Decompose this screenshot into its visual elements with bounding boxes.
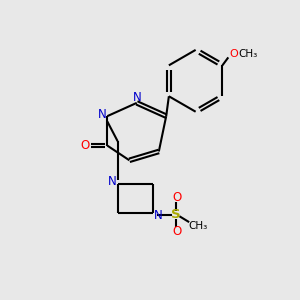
Text: N: N	[98, 108, 106, 121]
Text: N: N	[154, 209, 162, 222]
Text: O: O	[80, 139, 89, 152]
Text: CH₃: CH₃	[238, 49, 258, 58]
Text: S: S	[171, 208, 181, 221]
Text: CH₃: CH₃	[188, 221, 208, 231]
Text: N: N	[132, 92, 141, 104]
Text: N: N	[108, 175, 117, 188]
Text: O: O	[173, 191, 182, 204]
Text: O: O	[173, 225, 182, 239]
Text: O: O	[230, 49, 238, 58]
